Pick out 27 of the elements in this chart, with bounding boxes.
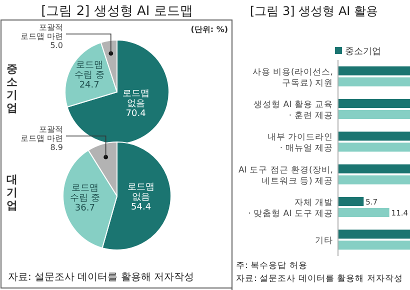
y-tick-label: 사용 비용(라이선스, 구독료) 지원 <box>252 67 333 88</box>
y-tick-label: 내부 가이드라인 · 매뉴얼 제공 <box>267 132 333 154</box>
text: 자료: 설문조사 데이터를 활용해 저자작성 <box>8 272 194 283</box>
slice-label: 포괄적 로드맵 마련 <box>20 125 63 143</box>
data-label: 36.7 <box>74 204 95 214</box>
text: 주: 복수응답 허용 <box>236 261 308 271</box>
y-tick-label: 자체 개발 · 맞춤형 AI 도구 제공 <box>248 198 333 219</box>
text: 중소기업 <box>6 62 18 114</box>
data-label: 5.0 <box>50 41 63 50</box>
data-label: 24.7 <box>79 80 100 91</box>
data-label: 54.4 <box>131 202 152 212</box>
y-tick-label: 생성형 AI 활용 교육 · 훈련 제공 <box>254 100 333 121</box>
chart-title: [그림 3] 생성형 AI 활용 <box>250 4 378 18</box>
y-tick-label: AI 도구 접근 환경(장비, 네트워크 등) 제공 <box>238 165 333 186</box>
slice-label: 로드맵 수립 중 <box>70 184 100 204</box>
text: 대기업 <box>6 173 18 212</box>
slice-label: 로드맵 수립 중 <box>74 60 104 81</box>
legend-label: 중소기업 <box>345 47 381 57</box>
y-tick-label: 기타 <box>315 236 333 246</box>
chart-title: [그림 2] 생성형 AI 로드맵 <box>41 4 193 19</box>
text: (단위: %) <box>190 25 228 34</box>
text: 자료: 설문조사 데이터를 활용해 저자작성 <box>236 274 403 284</box>
data-label: 70.4 <box>126 108 146 119</box>
data-label: 8.9 <box>50 143 63 152</box>
slice-label: 포괄적 로드맵 마련 <box>20 23 63 41</box>
slice-label: 로드맵 없음 <box>122 88 150 109</box>
slice-label: 로드맵 없음 <box>128 182 155 202</box>
